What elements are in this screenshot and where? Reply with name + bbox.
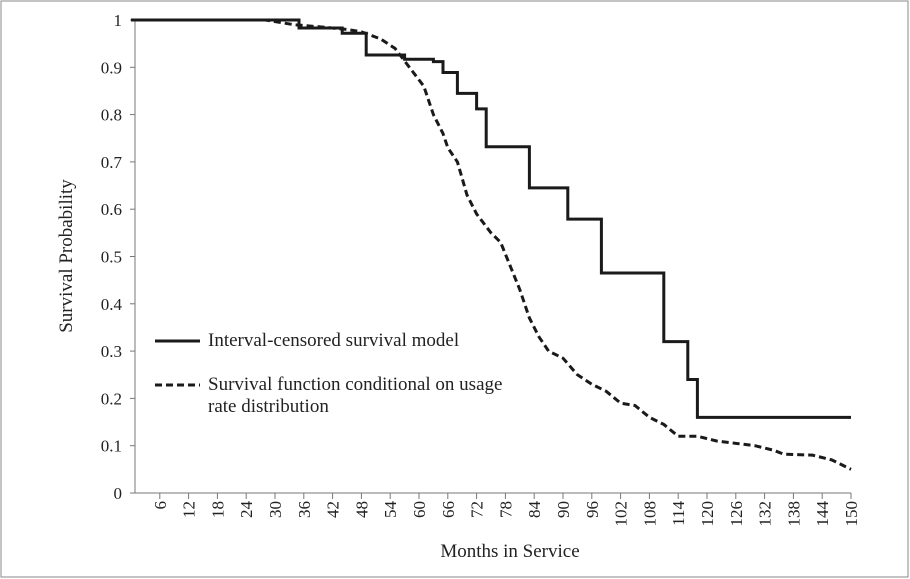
y-tick-label: 0.2 [101,389,122,408]
x-tick-label: 60 [410,501,429,518]
series-line [131,18,852,471]
legend-label: Interval-censored survival model [208,330,460,351]
y-tick-label: 0.1 [101,437,122,456]
y-tick-label: 0.6 [101,200,122,219]
x-tick-label: 54 [381,501,400,519]
x-tick-label: 48 [352,501,371,518]
x-tick-label: 42 [324,501,343,518]
x-tick-label: 108 [640,501,659,527]
y-tick-label: 0.8 [101,106,122,125]
x-tick-label: 6 [151,501,170,510]
x-tick-label: 132 [756,501,775,527]
y-tick-label: 0.7 [101,153,123,172]
x-tick-label: 12 [180,501,199,518]
x-axis-label: Months in Service [440,541,579,562]
x-tick-label: 84 [525,501,544,519]
x-tick-label: 114 [669,501,688,526]
series-line [131,18,851,419]
y-tick-label: 0.5 [101,248,122,267]
x-tick-label: 138 [784,501,803,527]
x-tick-label: 90 [554,501,573,518]
x-tick-label: 36 [295,501,314,518]
y-tick-label: 1 [114,11,123,30]
x-tick-label: 150 [842,501,861,527]
y-tick-label: 0 [114,484,123,503]
x-tick-label: 96 [583,501,602,518]
y-tick-label: 0.3 [101,342,122,361]
legend-label: Survival function conditional on usage r… [208,374,503,417]
x-tick-label: 66 [439,501,458,518]
x-tick-label: 30 [266,501,285,518]
x-tick-label: 18 [208,501,227,518]
y-tick-label: 0.9 [101,58,122,77]
y-axis-label: Survival Probability [56,179,77,333]
x-tick-label: 72 [468,501,487,518]
x-tick-label: 78 [496,501,515,518]
x-tick-label: 120 [698,501,717,527]
x-tick-label: 24 [237,501,256,519]
x-tick-label: 102 [612,501,631,527]
x-tick-label: 144 [813,501,832,527]
x-tick-label: 126 [727,501,746,527]
y-tick-label: 0.4 [101,295,123,314]
